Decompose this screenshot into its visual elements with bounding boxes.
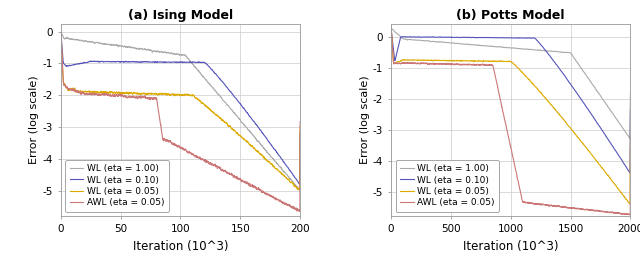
WL (eta = 0.05) [69, 87, 77, 90]
WL (eta = 0.10) [289, 174, 297, 177]
Legend: WL (eta = 1.00), WL (eta = 0.10), WL (eta = 0.05), AWL (eta = 0.05): WL (eta = 1.00), WL (eta = 0.10), WL (et… [65, 160, 169, 212]
WL (eta = 1.00) [296, 129, 304, 133]
WL (eta = 0.10) [296, 183, 304, 186]
WL (eta = 1.00) [490, 45, 497, 48]
Line: AWL (eta = 0.05): AWL (eta = 0.05) [61, 33, 300, 211]
WL (eta = 1.00) [501, 46, 509, 49]
AWL (eta = 0.05) [296, 210, 304, 213]
WL (eta = 0.05) [296, 188, 304, 192]
Line: WL (eta = 0.05): WL (eta = 0.05) [61, 33, 300, 190]
AWL (eta = 0.05) [387, 31, 395, 34]
AWL (eta = 0.05) [173, 144, 181, 147]
WL (eta = 1.00) [627, 92, 634, 95]
WL (eta = 0.10) [69, 63, 77, 66]
Line: WL (eta = 0.05): WL (eta = 0.05) [391, 32, 630, 204]
WL (eta = 0.10) [289, 173, 297, 177]
WL (eta = 0.05) [289, 182, 297, 185]
X-axis label: Iteration (10^3): Iteration (10^3) [132, 240, 228, 253]
AWL (eta = 0.05) [167, 140, 175, 143]
Y-axis label: Error (log scale): Error (log scale) [29, 75, 39, 164]
Line: AWL (eta = 0.05): AWL (eta = 0.05) [391, 30, 630, 215]
WL (eta = 0.10) [490, 36, 497, 39]
AWL (eta = 0.05) [289, 206, 297, 209]
WL (eta = 1.00) [488, 45, 495, 48]
Line: WL (eta = 0.10): WL (eta = 0.10) [391, 32, 630, 173]
WL (eta = 1.00) [289, 180, 297, 183]
AWL (eta = 0.05) [625, 213, 633, 216]
WL (eta = 0.05) [561, 120, 569, 123]
WL (eta = 0.10) [296, 132, 304, 135]
WL (eta = 0.05) [296, 125, 304, 128]
WL (eta = 1.00) [561, 51, 569, 54]
WL (eta = 0.05) [173, 94, 181, 97]
WL (eta = 0.10) [488, 36, 495, 39]
AWL (eta = 0.05) [607, 211, 615, 214]
AWL (eta = 0.05) [57, 31, 65, 34]
AWL (eta = 0.05) [289, 205, 297, 208]
Title: (a) Ising Model: (a) Ising Model [128, 9, 233, 23]
WL (eta = 0.10) [245, 114, 253, 117]
Line: WL (eta = 1.00): WL (eta = 1.00) [61, 32, 300, 190]
WL (eta = 0.05) [488, 59, 495, 63]
Line: WL (eta = 1.00): WL (eta = 1.00) [391, 29, 630, 139]
WL (eta = 0.10) [501, 36, 509, 39]
WL (eta = 1.00) [245, 129, 253, 132]
WL (eta = 1.00) [289, 181, 297, 184]
AWL (eta = 0.05) [561, 206, 569, 209]
X-axis label: Iteration (10^3): Iteration (10^3) [463, 240, 559, 253]
AWL (eta = 0.05) [620, 212, 627, 215]
AWL (eta = 0.05) [501, 119, 509, 122]
AWL (eta = 0.05) [627, 146, 634, 149]
WL (eta = 0.05) [245, 143, 253, 146]
WL (eta = 1.00) [296, 189, 303, 192]
WL (eta = 0.05) [501, 60, 509, 63]
WL (eta = 0.10) [167, 61, 175, 64]
Title: (b) Potts Model: (b) Potts Model [456, 9, 565, 23]
WL (eta = 0.10) [387, 32, 395, 35]
WL (eta = 0.05) [167, 93, 175, 96]
AWL (eta = 0.05) [387, 28, 395, 31]
WL (eta = 0.05) [387, 32, 395, 35]
WL (eta = 0.10) [561, 75, 569, 78]
WL (eta = 0.05) [289, 182, 297, 185]
WL (eta = 0.10) [173, 61, 181, 64]
WL (eta = 0.05) [388, 30, 396, 34]
WL (eta = 1.00) [57, 30, 65, 34]
WL (eta = 0.05) [607, 178, 615, 181]
AWL (eta = 0.05) [296, 120, 304, 123]
Y-axis label: Error (log scale): Error (log scale) [360, 75, 369, 164]
WL (eta = 0.05) [57, 31, 65, 35]
WL (eta = 0.05) [627, 133, 634, 137]
WL (eta = 0.10) [620, 161, 627, 164]
WL (eta = 1.00) [69, 37, 77, 41]
AWL (eta = 0.05) [245, 184, 253, 188]
AWL (eta = 0.05) [490, 67, 497, 70]
WL (eta = 1.00) [173, 52, 181, 56]
WL (eta = 1.00) [626, 137, 634, 140]
WL (eta = 1.00) [607, 110, 615, 113]
AWL (eta = 0.05) [488, 63, 495, 67]
WL (eta = 1.00) [388, 27, 396, 30]
WL (eta = 0.10) [627, 108, 634, 112]
WL (eta = 0.10) [626, 171, 634, 174]
AWL (eta = 0.05) [69, 87, 77, 90]
WL (eta = 0.05) [620, 193, 627, 196]
WL (eta = 1.00) [167, 51, 175, 54]
WL (eta = 0.05) [627, 203, 634, 206]
WL (eta = 1.00) [620, 127, 627, 130]
Legend: WL (eta = 1.00), WL (eta = 0.10), WL (eta = 0.05), AWL (eta = 0.05): WL (eta = 1.00), WL (eta = 0.10), WL (et… [396, 160, 499, 212]
WL (eta = 0.10) [607, 143, 615, 146]
WL (eta = 1.00) [387, 31, 395, 35]
WL (eta = 0.10) [388, 31, 396, 34]
Line: WL (eta = 0.10): WL (eta = 0.10) [61, 32, 300, 184]
WL (eta = 0.10) [57, 31, 65, 34]
WL (eta = 0.05) [490, 60, 497, 63]
